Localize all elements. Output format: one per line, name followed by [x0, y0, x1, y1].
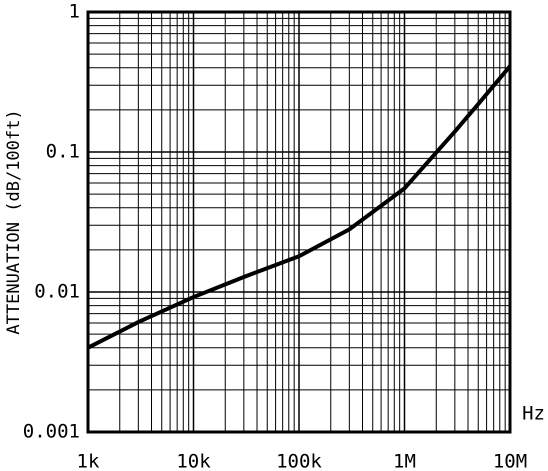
y-tick-label: 0.001 [23, 421, 80, 443]
y-tick-label: 1 [69, 1, 80, 23]
y-axis-label: ATTENUATION (dB/100ft) [4, 109, 24, 334]
x-tick-label: 1M [393, 451, 416, 471]
x-tick-label: 1k [77, 451, 100, 471]
y-tick-label: 0.01 [34, 281, 80, 303]
data-line [87, 64, 512, 350]
x-tick-label: 100k [276, 451, 322, 471]
x-tick-label: 10M [493, 451, 527, 471]
plot-frame [86, 10, 512, 434]
x-tick-label: 10k [176, 451, 211, 471]
y-tick-label: 0.1 [46, 141, 80, 163]
x-axis-label: Hz [522, 403, 545, 425]
